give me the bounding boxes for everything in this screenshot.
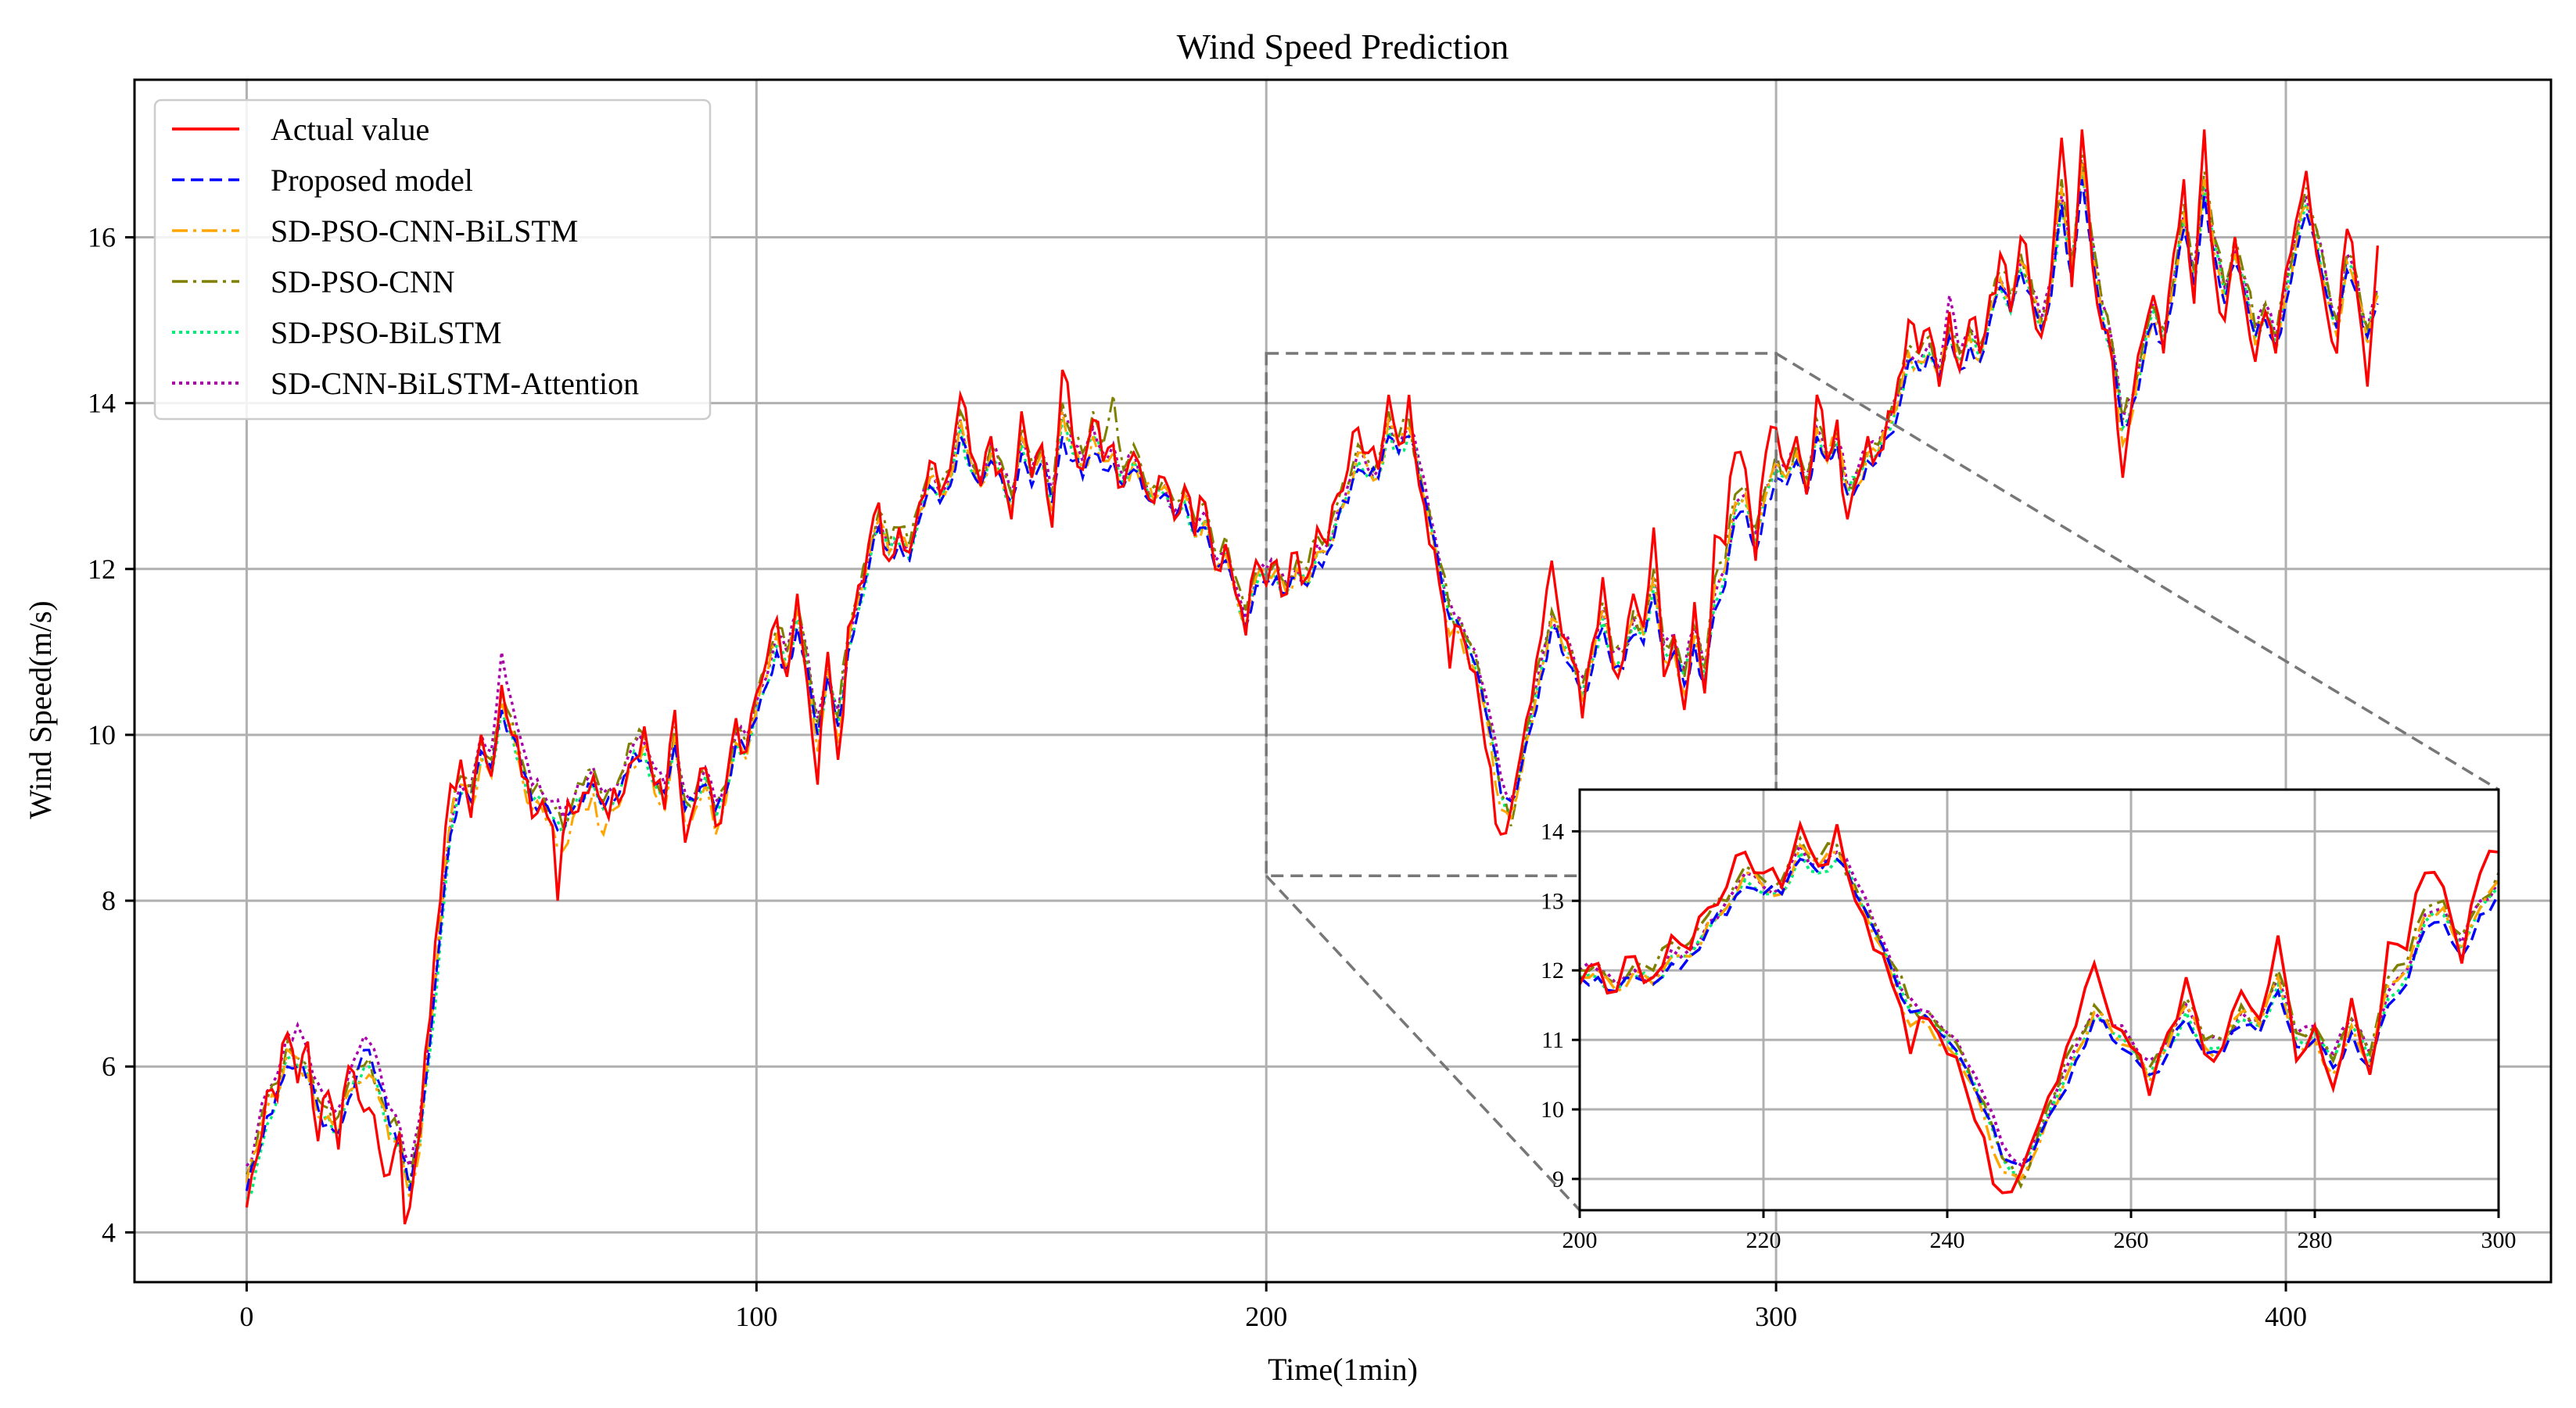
zoom-indicator xyxy=(1265,352,2499,1212)
x-tick-label: 100 xyxy=(735,1301,777,1332)
y-tick-label: 14 xyxy=(88,388,116,419)
inset-background xyxy=(1580,790,2499,1210)
y-tick-label: 12 xyxy=(88,554,116,585)
legend-label: Proposed model xyxy=(271,163,473,198)
inset-series-group xyxy=(1580,819,2499,1195)
y-tick-label: 6 xyxy=(102,1051,116,1082)
y-tick-label: 8 xyxy=(102,885,116,916)
inset-zoom-chart: 200 220 240 260 280 300 9 10 11 12 13 14 xyxy=(1541,788,2517,1253)
y-axis-label: Wind Speed(m/s) xyxy=(23,600,58,819)
zoom-region-rect xyxy=(1265,352,1778,878)
inset-x-tick-label: 200 xyxy=(1562,1227,1598,1253)
x-tick-label: 0 xyxy=(239,1301,253,1332)
inset-y-tick-label: 13 xyxy=(1541,888,1564,914)
inset-x-tick-label: 300 xyxy=(2481,1227,2517,1253)
zoom-connector-bottom xyxy=(1265,875,1581,1212)
main-plot-frame xyxy=(133,78,2553,1284)
x-tick-label: 400 xyxy=(2265,1301,2307,1332)
inset-x-tick-label: 220 xyxy=(1746,1227,1781,1253)
y-axis-ticks: 4 6 8 10 12 14 16 xyxy=(88,222,135,1248)
inset-y-tick-label: 14 xyxy=(1541,819,1564,844)
inset-y-tick-label: 9 xyxy=(1552,1166,1564,1192)
legend-label: SD-CNN-BiLSTM-Attention xyxy=(271,366,639,401)
inset-series-line xyxy=(1580,841,2499,1167)
x-tick-label: 300 xyxy=(1755,1301,1797,1332)
inset-y-tick-label: 12 xyxy=(1541,958,1564,983)
legend-label: SD-PSO-CNN xyxy=(271,264,455,299)
series-line-sd-pso-cnn xyxy=(246,154,2379,1184)
x-axis-label: Time(1min) xyxy=(1268,1352,1418,1387)
series-line-sd-cnn-bilstm-attention xyxy=(246,162,2380,1171)
inset-frame xyxy=(1578,788,2500,1212)
x-axis-ticks: 0 100 200 300 400 xyxy=(239,1282,2307,1332)
inset-x-tick-label: 240 xyxy=(1930,1227,1965,1253)
zoom-connector-top xyxy=(1775,352,2499,791)
legend-label: Actual value xyxy=(271,112,429,147)
legend-label: SD-PSO-BiLSTM xyxy=(271,315,502,350)
inset-x-tick-label: 280 xyxy=(2298,1227,2333,1253)
series-line-actual-value xyxy=(245,129,2379,1225)
chart-title: Wind Speed Prediction xyxy=(1177,27,1509,66)
legend-box xyxy=(153,99,712,421)
inset-y-tick-label: 11 xyxy=(1541,1027,1564,1053)
inset-series-line xyxy=(1580,819,2499,1195)
inset-x-tick-label: 260 xyxy=(2114,1227,2149,1253)
inset-series-line xyxy=(1580,857,2499,1167)
series-line-proposed-model xyxy=(245,179,2379,1191)
y-tick-label: 10 xyxy=(88,719,116,751)
main-series-group xyxy=(245,129,2380,1225)
legend-label: SD-PSO-CNN-BiLSTM xyxy=(271,213,578,249)
y-tick-label: 16 xyxy=(88,222,116,253)
y-tick-label: 4 xyxy=(102,1216,116,1248)
legend: Actual value Proposed model SD-PSO-CNN-BiL… xyxy=(153,99,712,421)
series-line-sd-pso-cnn-bilstm xyxy=(245,162,2379,1200)
inset-y-tick-label: 10 xyxy=(1541,1097,1564,1123)
x-tick-label: 200 xyxy=(1245,1301,1287,1332)
